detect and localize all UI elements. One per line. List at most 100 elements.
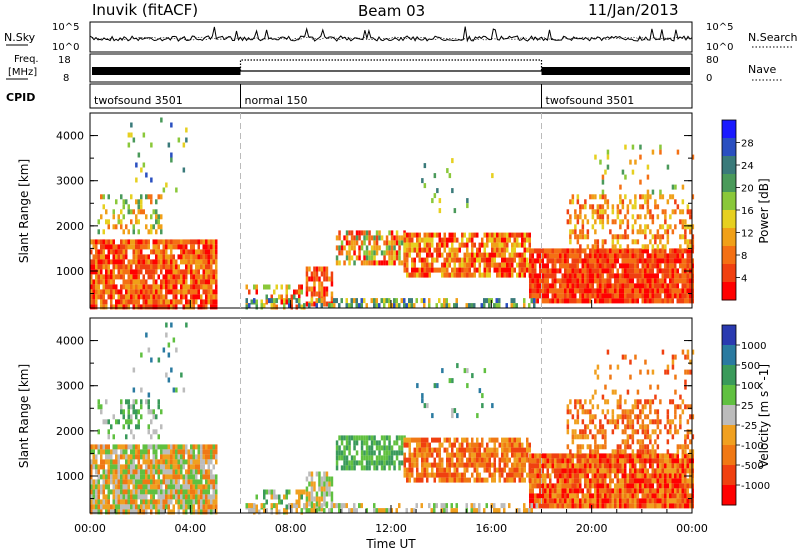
- data-cell: [671, 453, 674, 459]
- colorbar-swatch: [722, 264, 736, 283]
- data-cell: [355, 303, 358, 309]
- data-cell: [666, 419, 670, 425]
- data-cell: [571, 194, 575, 200]
- data-cell: [594, 424, 597, 430]
- data-cell: [192, 239, 195, 245]
- data-cell: [283, 494, 286, 500]
- data-cell: [378, 445, 381, 451]
- data-cell: [541, 488, 544, 494]
- data-cell: [295, 304, 298, 310]
- data-cell: [182, 449, 185, 455]
- data-cell: [406, 252, 409, 258]
- data-cell: [210, 509, 213, 515]
- data-cell: [589, 414, 592, 420]
- data-cell: [493, 252, 496, 258]
- data-cell: [436, 383, 439, 389]
- data-cell: [671, 493, 674, 499]
- data-cell: [498, 467, 501, 473]
- data-cell: [686, 498, 689, 504]
- data-cell: [157, 219, 160, 225]
- data-cell: [400, 240, 404, 246]
- data-cell: [681, 278, 684, 284]
- data-cell: [135, 289, 138, 295]
- data-cell: [132, 404, 135, 410]
- data-cell: [170, 479, 173, 485]
- data-cell: [649, 258, 652, 264]
- data-cell: [624, 399, 627, 405]
- data-cell: [691, 349, 695, 355]
- data-cell: [130, 489, 133, 495]
- data-cell: [513, 467, 516, 473]
- data-cell: [406, 257, 409, 263]
- data-cell: [157, 509, 160, 515]
- data-cell: [551, 463, 554, 469]
- data-cell: [107, 264, 110, 270]
- data-cell: [97, 474, 100, 480]
- data-cell: [651, 214, 655, 220]
- data-cell: [180, 259, 183, 265]
- data-cell: [172, 244, 175, 250]
- data-cell: [373, 240, 376, 246]
- data-cell: [180, 372, 183, 378]
- data-cell: [644, 473, 647, 479]
- data-cell: [674, 414, 677, 420]
- data-cell: [666, 429, 670, 435]
- data-cell: [395, 298, 398, 304]
- data-cell: [140, 387, 143, 393]
- data-cell: [353, 235, 356, 241]
- data-cell: [681, 409, 685, 415]
- data-cell: [649, 253, 652, 259]
- data-cell: [368, 460, 371, 466]
- data-cell: [155, 429, 158, 435]
- data-cell: [566, 293, 569, 299]
- data-cell: [117, 504, 120, 510]
- data-cell: [539, 293, 542, 299]
- data-cell: [579, 449, 582, 455]
- data-cell: [135, 214, 138, 220]
- data-cell: [157, 469, 160, 475]
- data-cell: [676, 488, 679, 494]
- data-cell: [165, 249, 168, 255]
- data-cell: [373, 503, 376, 509]
- cpid-label: CPID: [6, 91, 35, 104]
- data-cell: [192, 454, 195, 460]
- data-cell: [629, 263, 632, 269]
- data-cell: [681, 209, 685, 215]
- data-cell: [456, 252, 459, 258]
- data-cell: [330, 508, 333, 514]
- data-cell: [167, 474, 170, 480]
- data-cell: [644, 458, 647, 464]
- data-cell: [328, 303, 331, 309]
- data-cell: [691, 194, 695, 200]
- data-cell: [180, 449, 183, 455]
- data-cell: [586, 288, 589, 294]
- data-cell: [566, 488, 569, 494]
- data-cell: [165, 474, 168, 480]
- data-cell: [110, 454, 113, 460]
- data-cell: [604, 478, 607, 484]
- data-cell: [611, 458, 614, 464]
- data-cell: [664, 488, 667, 494]
- data-cell: [611, 273, 614, 279]
- data-cell: [574, 419, 577, 425]
- colorbar-swatch: [722, 174, 736, 193]
- data-cell: [185, 494, 188, 500]
- data-cell: [165, 459, 168, 465]
- data-cell: [200, 469, 203, 475]
- data-cell: [483, 303, 486, 309]
- data-cell: [370, 260, 374, 266]
- data-cell: [441, 442, 444, 448]
- data-cell: [649, 493, 652, 499]
- colorbar-swatch: [722, 192, 736, 211]
- data-cell: [308, 276, 311, 282]
- data-cell: [471, 447, 474, 453]
- data-cell: [639, 179, 642, 185]
- data-cell: [212, 254, 215, 260]
- data-cell: [403, 262, 406, 268]
- data-cell: [102, 284, 105, 290]
- data-cell: [651, 293, 654, 299]
- data-cell: [122, 214, 125, 220]
- data-cell: [177, 137, 181, 143]
- data-cell: [92, 239, 95, 245]
- data-cell: [107, 449, 110, 455]
